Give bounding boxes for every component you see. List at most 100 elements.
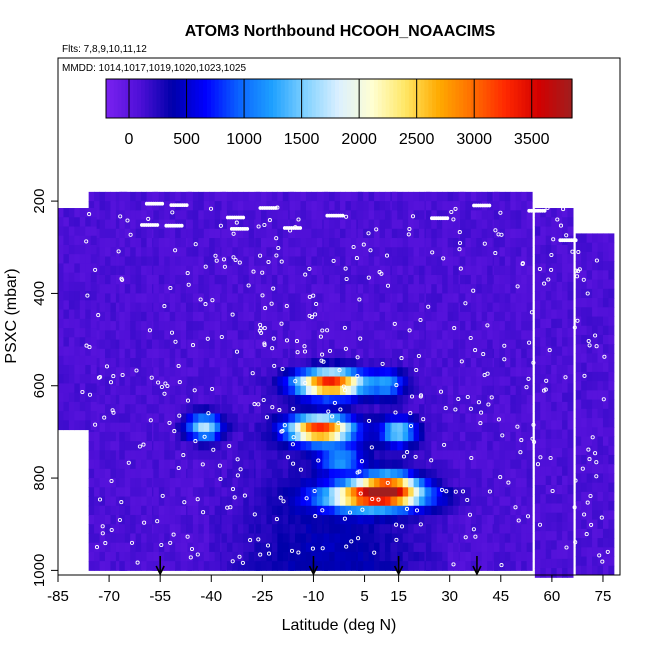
heatmap-cell <box>562 318 569 329</box>
heatmap-cell <box>408 311 415 322</box>
heatmap-cell <box>379 459 386 470</box>
heatmap-cell <box>562 208 569 218</box>
heatmap-cell <box>476 265 483 276</box>
heatmap-cell <box>164 358 171 368</box>
heatmap-cell <box>271 358 278 368</box>
heatmap-cell <box>300 394 307 405</box>
heatmap-cell <box>277 441 284 451</box>
heatmap-cell <box>597 362 604 373</box>
heatmap-cell <box>521 524 528 534</box>
heatmap-cell <box>158 431 165 442</box>
heatmap-cell <box>209 496 216 507</box>
heatmap-cell <box>180 478 187 488</box>
heatmap-cell <box>187 561 194 571</box>
heatmap-cell <box>425 551 432 562</box>
heatmap-cell <box>413 487 420 498</box>
heatmap-cell <box>110 284 117 294</box>
heatmap-cell <box>79 374 86 384</box>
heatmap-cell <box>226 247 233 257</box>
heatmap-cell <box>266 191 273 202</box>
heatmap-cell <box>575 464 582 474</box>
heatmap-cell <box>130 191 137 202</box>
heatmap-cell <box>334 478 341 488</box>
heatmap-cell <box>248 505 255 516</box>
heatmap-cell <box>481 450 488 461</box>
heatmap-cell <box>534 457 541 468</box>
heatmap-cell <box>110 561 117 571</box>
colorbar-segment <box>269 79 274 118</box>
heatmap-cell <box>261 311 267 322</box>
heatmap-cell <box>271 533 278 544</box>
heatmap-cell <box>521 496 528 507</box>
heatmap-cell <box>209 330 216 341</box>
heatmap-cell <box>465 376 472 387</box>
heatmap-cell <box>413 404 420 414</box>
heatmap-cell <box>556 281 563 292</box>
heatmap-cell <box>169 358 176 368</box>
measurement-point <box>235 457 240 462</box>
heatmap-cell <box>289 210 296 221</box>
measurement-point <box>341 384 346 389</box>
heatmap-cell <box>567 531 574 541</box>
heatmap-cell <box>551 244 558 255</box>
heatmap-cell <box>384 478 391 488</box>
heatmap-cell <box>187 358 194 368</box>
measurement-point <box>349 539 354 544</box>
heatmap-cell <box>130 551 137 562</box>
heatmap-cell <box>515 256 522 267</box>
heatmap-cell <box>187 422 194 433</box>
heatmap-cell <box>384 496 391 507</box>
heatmap-cell <box>99 358 106 368</box>
heatmap-cell <box>515 450 522 461</box>
heatmap-cell <box>597 491 604 502</box>
heatmap-cell <box>465 339 472 350</box>
heatmap-cell <box>567 364 574 375</box>
heatmap-cell <box>58 383 64 394</box>
heatmap-cell <box>521 201 528 211</box>
heatmap-cell <box>289 311 296 322</box>
heatmap-cell <box>221 358 228 368</box>
heatmap-cell <box>289 561 296 571</box>
heatmap-cell <box>203 413 210 424</box>
heatmap-cell <box>545 475 552 486</box>
heatmap-cell <box>345 339 352 350</box>
heatmap-cell <box>379 293 386 304</box>
heatmap-cell <box>85 244 92 255</box>
heatmap-cell <box>493 201 500 211</box>
heatmap-cell <box>391 191 398 202</box>
heatmap-cell <box>146 514 153 525</box>
heatmap-cell <box>180 542 187 553</box>
heatmap-cell <box>363 514 370 525</box>
heatmap-cell <box>99 376 106 387</box>
heatmap-cell <box>534 337 541 347</box>
heatmap-cell <box>350 533 357 544</box>
measurement-point <box>252 402 257 407</box>
heatmap-cell <box>597 538 604 548</box>
heatmap-cell <box>602 565 609 576</box>
heatmap-cell <box>261 238 267 248</box>
heatmap-cell <box>345 404 352 414</box>
heatmap-cell <box>592 528 599 539</box>
colorbar-segment <box>428 79 433 118</box>
heatmap-cell <box>110 330 117 341</box>
heatmap-cell <box>146 478 153 488</box>
heatmap-cell <box>581 408 588 419</box>
heatmap-cell <box>431 238 438 248</box>
heatmap-cell <box>237 302 244 313</box>
heatmap-cell <box>243 274 250 285</box>
heatmap-cell <box>540 512 547 523</box>
heatmap-cell <box>158 413 165 424</box>
measurement-point <box>338 407 343 412</box>
heatmap-cell <box>282 201 289 211</box>
measurement-point <box>264 415 270 420</box>
heatmap-cell <box>363 524 370 534</box>
heatmap-cell <box>192 293 199 304</box>
heatmap-cell <box>363 376 370 387</box>
heatmap-cell <box>545 503 552 514</box>
heatmap-cell <box>408 339 415 350</box>
heatmap-cell <box>68 337 75 347</box>
heatmap-cell <box>334 487 341 498</box>
colorbar-segment <box>486 79 492 118</box>
measurement-point <box>453 489 458 494</box>
heatmap-cell <box>175 339 182 350</box>
